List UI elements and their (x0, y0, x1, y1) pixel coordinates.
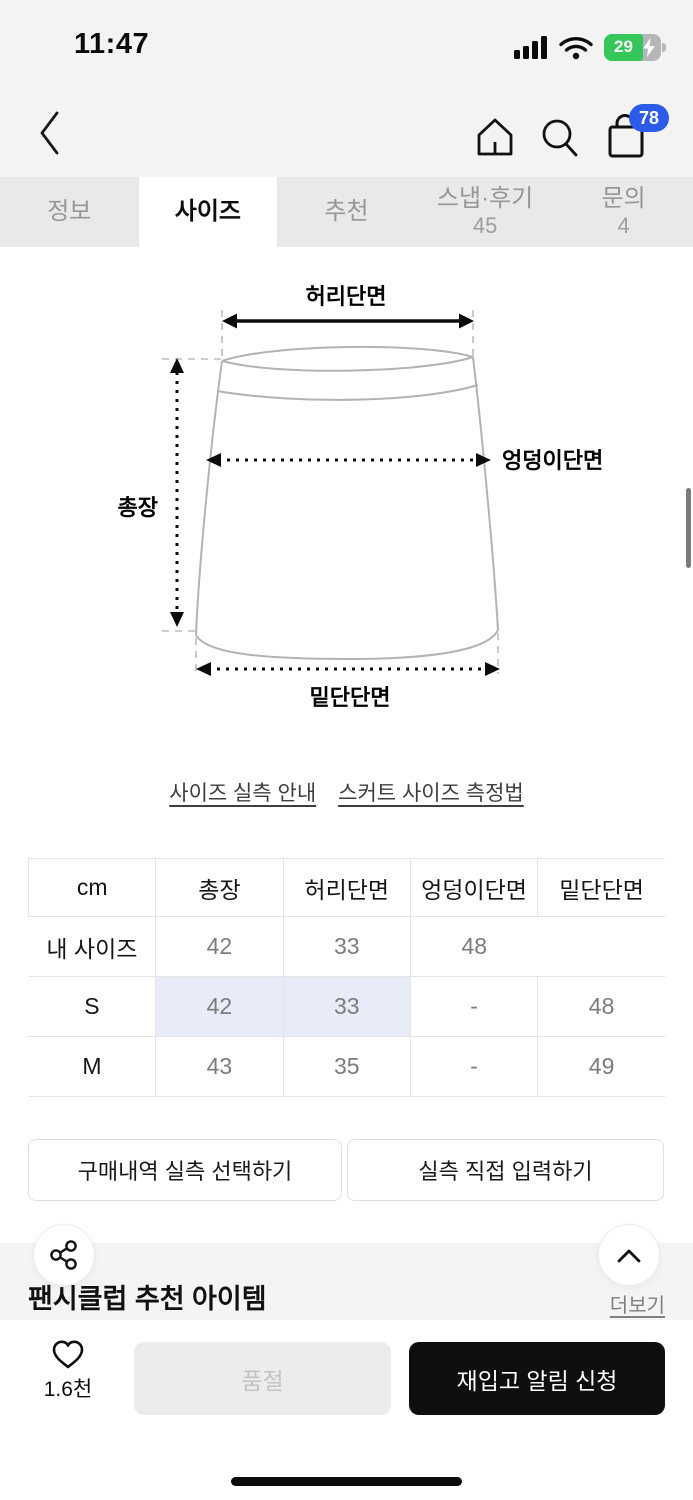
cell-value: 48 (409, 916, 538, 977)
cellular-signal-icon (514, 36, 547, 59)
guide-lines-bottom (162, 630, 499, 674)
row-label: M (28, 1036, 156, 1097)
more-link[interactable]: 더보기 (609, 1295, 665, 1317)
charging-bolt-icon (643, 37, 655, 57)
cell-value: 33 (282, 916, 411, 977)
tab-snap-review[interactable]: 스냅·후기 45 (416, 177, 555, 247)
col-header-waist: 허리단면 (282, 858, 411, 917)
wifi-icon (559, 36, 593, 59)
cell-value: 43 (155, 1036, 284, 1097)
battery-percent: 29 (614, 37, 633, 56)
row-label: S (28, 976, 156, 1037)
like-count: 1.6천 (43, 1378, 93, 1401)
home-indicator (231, 1477, 462, 1486)
cell-value: 48 (537, 976, 665, 1037)
tab-label: 정보 (47, 198, 92, 225)
size-tab-content: 허리단면 총장 (0, 247, 693, 1243)
battery-fill (604, 33, 643, 61)
home-icon[interactable] (473, 114, 517, 160)
chevron-up-icon (617, 1249, 641, 1262)
cell-value: - (409, 1036, 538, 1097)
diagram-waist-label: 허리단면 (306, 284, 387, 309)
col-header-length: 총장 (155, 858, 284, 917)
tab-count: 4 (617, 213, 630, 238)
scrollbar-thumb[interactable] (686, 488, 691, 568)
tab-size[interactable]: 사이즈 (138, 177, 278, 247)
skirt-measure-diagram: 허리단면 총장 (118, 284, 604, 710)
skirt-outline (195, 345, 499, 661)
status-time: 11:47 (74, 28, 150, 60)
heart-icon (52, 1340, 84, 1369)
like-button[interactable]: 1.6천 (36, 1338, 100, 1403)
soldout-button: 품절 (134, 1342, 391, 1415)
cell-value: - (409, 976, 538, 1037)
tab-recommend[interactable]: 추천 (277, 177, 416, 247)
diagram-hip-label: 엉덩이단면 (502, 448, 603, 473)
cart-button[interactable]: 78 (603, 104, 669, 160)
diagram-length-label: 총장 (118, 495, 158, 520)
size-guide-links: 사이즈 실측 안내 스커트 사이즈 측정법 (0, 777, 693, 807)
table-row-m[interactable]: M 43 35 - 49 (28, 1036, 665, 1097)
back-chevron-icon (40, 111, 59, 155)
tab-label: 추천 (324, 198, 369, 225)
bottom-action-bar: 1.6천 품절 재입고 알림 신청 (0, 1320, 693, 1500)
tab-label: 사이즈 (174, 198, 242, 225)
size-table-header-row: cm 총장 허리단면 엉덩이단면 밑단단면 (27, 858, 665, 917)
select-from-purchase-history-button[interactable]: 구매내역 실측 선택하기 (28, 1139, 342, 1201)
col-header-hip: 엉덩이단면 (409, 858, 538, 917)
cart-badge: 78 (629, 104, 669, 132)
cell-value: 49 (537, 1036, 665, 1097)
status-icons: 29 (514, 33, 666, 61)
col-header-unit: cm (27, 858, 156, 917)
table-row-my-size: 내 사이즈 42 33 48 (28, 916, 665, 977)
back-button[interactable] (36, 110, 64, 158)
size-table: cm 총장 허리단면 엉덩이단면 밑단단면 내 사이즈 42 33 48 S 4… (27, 858, 665, 1097)
tab-label: 문의 (601, 185, 646, 212)
recommend-section: 팬시클럽 추천 아이템 더보기 (0, 1243, 693, 1320)
tab-inquiry[interactable]: 문의 4 (554, 177, 693, 247)
diagram-hem-label: 밑단단면 (310, 685, 391, 710)
status-nav-background (0, 0, 693, 177)
cell-value: 35 (282, 1036, 411, 1097)
cell-value: 42 (155, 916, 284, 977)
share-icon (50, 1240, 77, 1270)
table-row-s[interactable]: S 42 33 - 48 (28, 976, 665, 1037)
tab-bar: 정보 사이즈 추천 스냅·후기 45 문의 4 (0, 177, 693, 247)
col-header-hem: 밑단단면 (537, 858, 665, 917)
tab-info[interactable]: 정보 (0, 177, 139, 247)
nav-bar: 78 (0, 90, 693, 177)
tab-count: 45 (472, 213, 498, 238)
size-measure-guide-link[interactable]: 사이즈 실측 안내 (169, 782, 317, 805)
share-button[interactable] (33, 1224, 95, 1286)
nav-actions: 78 (473, 104, 669, 160)
cell-value-highlighted: 42 (155, 976, 284, 1037)
guide-lines-top (162, 310, 474, 360)
recommend-section-title: 팬시클럽 추천 아이템 (28, 1284, 267, 1314)
tab-label: 스냅·후기 (436, 185, 534, 212)
search-icon[interactable] (539, 116, 581, 160)
row-label: 내 사이즈 (28, 916, 156, 977)
battery-tip (662, 42, 666, 52)
cell-value (537, 916, 665, 977)
battery-icon: 29 (604, 33, 666, 61)
restock-alert-button[interactable]: 재입고 알림 신청 (409, 1342, 665, 1415)
manual-measure-input-button[interactable]: 실측 직접 입력하기 (347, 1139, 664, 1201)
skirt-measure-method-link[interactable]: 스커트 사이즈 측정법 (338, 782, 524, 805)
cell-value-highlighted: 33 (282, 976, 411, 1037)
scroll-to-top-button[interactable] (598, 1224, 660, 1286)
